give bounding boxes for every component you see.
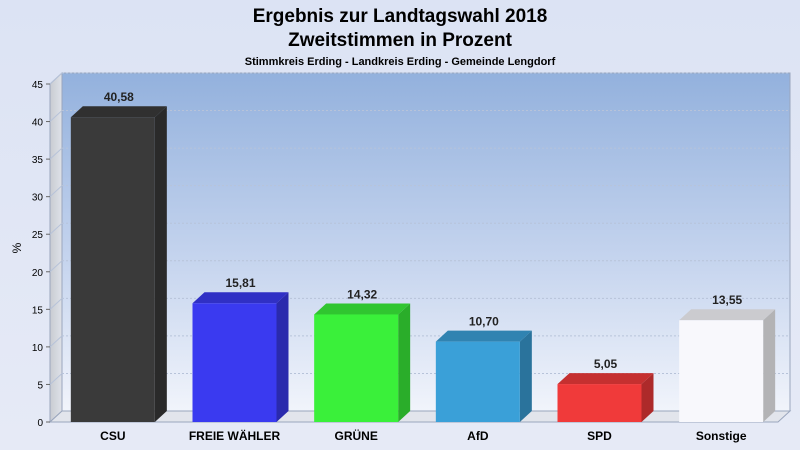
x-tick-label: CSU xyxy=(100,429,125,443)
x-tick-label: GRÜNE xyxy=(334,428,377,443)
gridline-side xyxy=(49,222,63,235)
bar-side xyxy=(519,330,532,422)
y-tick-label: 5 xyxy=(37,380,43,391)
chart-title: Ergebnis zur Landtagswahl 2018 xyxy=(253,6,548,27)
bar-freie-wähler xyxy=(192,292,289,422)
y-tick-label: 20 xyxy=(32,268,44,279)
bars xyxy=(70,106,776,423)
bar-value-label: 5,05 xyxy=(594,357,618,371)
y-tick-label: 45 xyxy=(32,80,44,91)
plot-back-wall xyxy=(61,72,791,412)
gridline-side xyxy=(49,72,63,85)
bar-front xyxy=(70,117,155,423)
y-tick-label: 15 xyxy=(32,305,44,316)
bar-side xyxy=(398,303,411,422)
gridline-side xyxy=(49,335,63,348)
bar-value-label: 40,58 xyxy=(104,90,134,104)
bar-front xyxy=(435,341,520,422)
gridline-side xyxy=(49,297,63,310)
y-axis-label: % xyxy=(10,242,24,253)
bar-top xyxy=(70,106,167,118)
gridlines xyxy=(49,72,790,385)
chart-subtitle: Zweitstimmen in Prozent xyxy=(288,30,512,51)
bar-labels: 40,58 CSU 15,81 FREIE WÄHLER 14,32 GRÜNE 10,70… xyxy=(100,90,747,443)
gridline-side xyxy=(49,373,63,385)
y-tick-label: 10 xyxy=(32,343,44,354)
bar-spd xyxy=(557,373,654,422)
y-tick-label: 40 xyxy=(32,118,44,129)
chart-caption: Stimmkreis Erding - Landkreis Erding - G… xyxy=(245,56,556,68)
bar-value-label: 13,55 xyxy=(712,293,742,307)
gridline-side xyxy=(49,147,63,160)
x-tick-label: AfD xyxy=(467,429,489,443)
bar-top xyxy=(314,303,411,315)
gridline-side xyxy=(49,260,63,273)
gridline-side xyxy=(49,185,63,198)
bar-csu xyxy=(70,106,167,423)
bar-sonstige xyxy=(679,309,776,422)
bar-value-label: 10,70 xyxy=(469,315,499,329)
bar-side xyxy=(154,106,167,423)
bar-top xyxy=(679,309,776,321)
y-tick-label: 30 xyxy=(32,193,44,204)
x-tick-label: Sonstige xyxy=(696,429,747,443)
y-axis: 0 5 10 15 20 25 30 35 40 45 xyxy=(32,80,50,429)
bar-front xyxy=(557,384,642,422)
bar-top xyxy=(557,373,654,385)
bar-value-label: 14,32 xyxy=(347,287,377,301)
y-tick-label: 0 xyxy=(37,418,43,429)
bar-side xyxy=(641,373,654,422)
x-tick-label: SPD xyxy=(587,429,612,443)
bar-front xyxy=(314,314,399,422)
bar-front xyxy=(192,303,277,422)
bar-side xyxy=(763,309,776,422)
bar-side xyxy=(276,292,289,422)
bar-top xyxy=(435,330,532,342)
gridline-side xyxy=(49,110,63,122)
bar-afd xyxy=(435,330,532,422)
y-tick-label: 25 xyxy=(32,230,44,241)
x-tick-label: FREIE WÄHLER xyxy=(189,428,281,443)
bar-front xyxy=(679,320,764,422)
bar-top xyxy=(192,292,289,304)
bar-grüne xyxy=(314,303,411,422)
plot-side-wall xyxy=(49,71,63,424)
y-tick-label: 35 xyxy=(32,155,44,166)
bar-value-label: 15,81 xyxy=(225,276,255,290)
